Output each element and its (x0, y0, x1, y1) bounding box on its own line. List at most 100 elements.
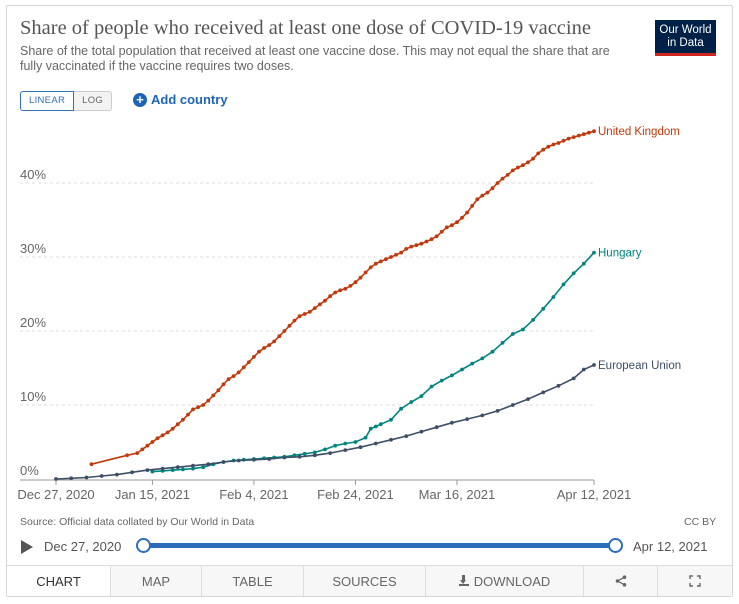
data-point[interactable] (495, 181, 500, 185)
data-point[interactable] (439, 229, 444, 234)
data-point[interactable] (419, 241, 424, 246)
data-point[interactable] (145, 443, 150, 448)
data-point[interactable] (282, 455, 287, 460)
data-point[interactable] (292, 318, 297, 323)
data-point[interactable] (201, 403, 206, 407)
data-point[interactable] (409, 244, 414, 249)
data-point[interactable] (389, 437, 393, 442)
data-point[interactable] (287, 323, 292, 328)
data-point[interactable] (566, 136, 571, 141)
data-point[interactable] (541, 390, 546, 395)
data-point[interactable] (333, 443, 338, 448)
data-point[interactable] (358, 275, 363, 280)
data-point[interactable] (368, 426, 373, 431)
data-point[interactable] (378, 259, 383, 264)
tab-chart[interactable]: CHART (7, 566, 111, 596)
data-point[interactable] (216, 388, 221, 393)
data-point[interactable] (302, 451, 307, 456)
data-point[interactable] (414, 243, 419, 248)
data-point[interactable] (196, 405, 201, 410)
data-point[interactable] (419, 394, 424, 398)
data-point[interactable] (221, 382, 226, 387)
data-point[interactable] (272, 339, 277, 344)
data-point[interactable] (450, 420, 454, 425)
data-point[interactable] (231, 374, 236, 378)
data-point[interactable] (165, 430, 170, 435)
data-point[interactable] (439, 378, 444, 383)
data-point[interactable] (378, 422, 383, 427)
data-point[interactable] (211, 393, 216, 398)
series-line[interactable] (152, 252, 595, 473)
data-point[interactable] (510, 403, 515, 407)
data-point[interactable] (541, 306, 546, 311)
data-point[interactable] (389, 255, 393, 259)
data-point[interactable] (571, 135, 576, 140)
add-country-button[interactable]: + Add country (133, 92, 228, 107)
log-scale-button[interactable]: LOG (74, 91, 113, 111)
data-point[interactable] (241, 365, 246, 370)
data-point[interactable] (556, 141, 561, 145)
data-point[interactable] (571, 376, 576, 381)
data-point[interactable] (434, 234, 439, 239)
data-point[interactable] (576, 133, 581, 138)
data-point[interactable] (581, 367, 586, 372)
data-point[interactable] (465, 417, 469, 421)
data-point[interactable] (460, 215, 464, 220)
data-point[interactable] (343, 448, 348, 452)
data-point[interactable] (328, 294, 332, 299)
tab-download[interactable]: DOWNLOAD (426, 566, 584, 596)
series-label[interactable]: European Union (598, 360, 681, 372)
data-point[interactable] (226, 377, 231, 381)
data-point[interactable] (236, 370, 241, 375)
data-point[interactable] (297, 314, 302, 319)
data-point[interactable] (581, 261, 586, 266)
data-point[interactable] (328, 451, 332, 455)
data-point[interactable] (384, 257, 388, 262)
data-point[interactable] (135, 451, 140, 455)
linear-scale-button[interactable]: LINEAR (20, 91, 75, 111)
data-point[interactable] (581, 132, 586, 137)
series-line[interactable] (55, 364, 595, 480)
series-label[interactable]: Hungary (598, 248, 642, 260)
data-point[interactable] (89, 462, 94, 467)
data-point[interactable] (363, 435, 368, 440)
data-point[interactable] (500, 176, 505, 181)
data-point[interactable] (450, 373, 454, 378)
data-point[interactable] (160, 466, 165, 471)
data-point[interactable] (424, 239, 429, 244)
data-point[interactable] (318, 302, 322, 307)
data-point[interactable] (571, 271, 576, 276)
data-point[interactable] (323, 298, 327, 303)
data-point[interactable] (302, 312, 307, 316)
tab-map[interactable]: MAP (111, 566, 202, 596)
data-point[interactable] (323, 447, 327, 452)
data-point[interactable] (150, 469, 155, 474)
data-point[interactable] (145, 468, 150, 472)
data-point[interactable] (191, 463, 195, 468)
data-point[interactable] (561, 138, 566, 143)
data-point[interactable] (130, 470, 135, 475)
data-point[interactable] (475, 197, 480, 202)
data-point[interactable] (175, 465, 180, 470)
data-point[interactable] (125, 453, 129, 458)
data-point[interactable] (373, 441, 378, 446)
data-point[interactable] (191, 407, 195, 412)
data-point[interactable] (262, 346, 266, 350)
data-point[interactable] (170, 426, 175, 431)
data-point[interactable] (282, 329, 287, 333)
data-point[interactable] (450, 223, 454, 228)
data-point[interactable] (546, 144, 551, 149)
share-button[interactable] (584, 566, 658, 596)
data-point[interactable] (373, 424, 378, 429)
data-point[interactable] (348, 284, 353, 288)
data-point[interactable] (191, 466, 195, 471)
data-point[interactable] (516, 165, 520, 170)
data-point[interactable] (312, 306, 317, 310)
data-point[interactable] (358, 445, 363, 450)
data-point[interactable] (236, 458, 241, 463)
owid-logo[interactable]: Our World in Data (655, 20, 716, 56)
data-point[interactable] (531, 156, 535, 161)
data-point[interactable] (150, 440, 155, 444)
data-point[interactable] (170, 468, 175, 472)
data-point[interactable] (399, 250, 403, 255)
